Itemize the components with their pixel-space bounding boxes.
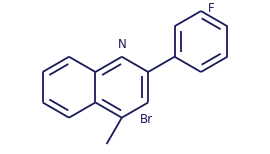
- Text: F: F: [208, 2, 215, 15]
- Text: N: N: [117, 38, 126, 51]
- Text: Br: Br: [140, 113, 153, 126]
